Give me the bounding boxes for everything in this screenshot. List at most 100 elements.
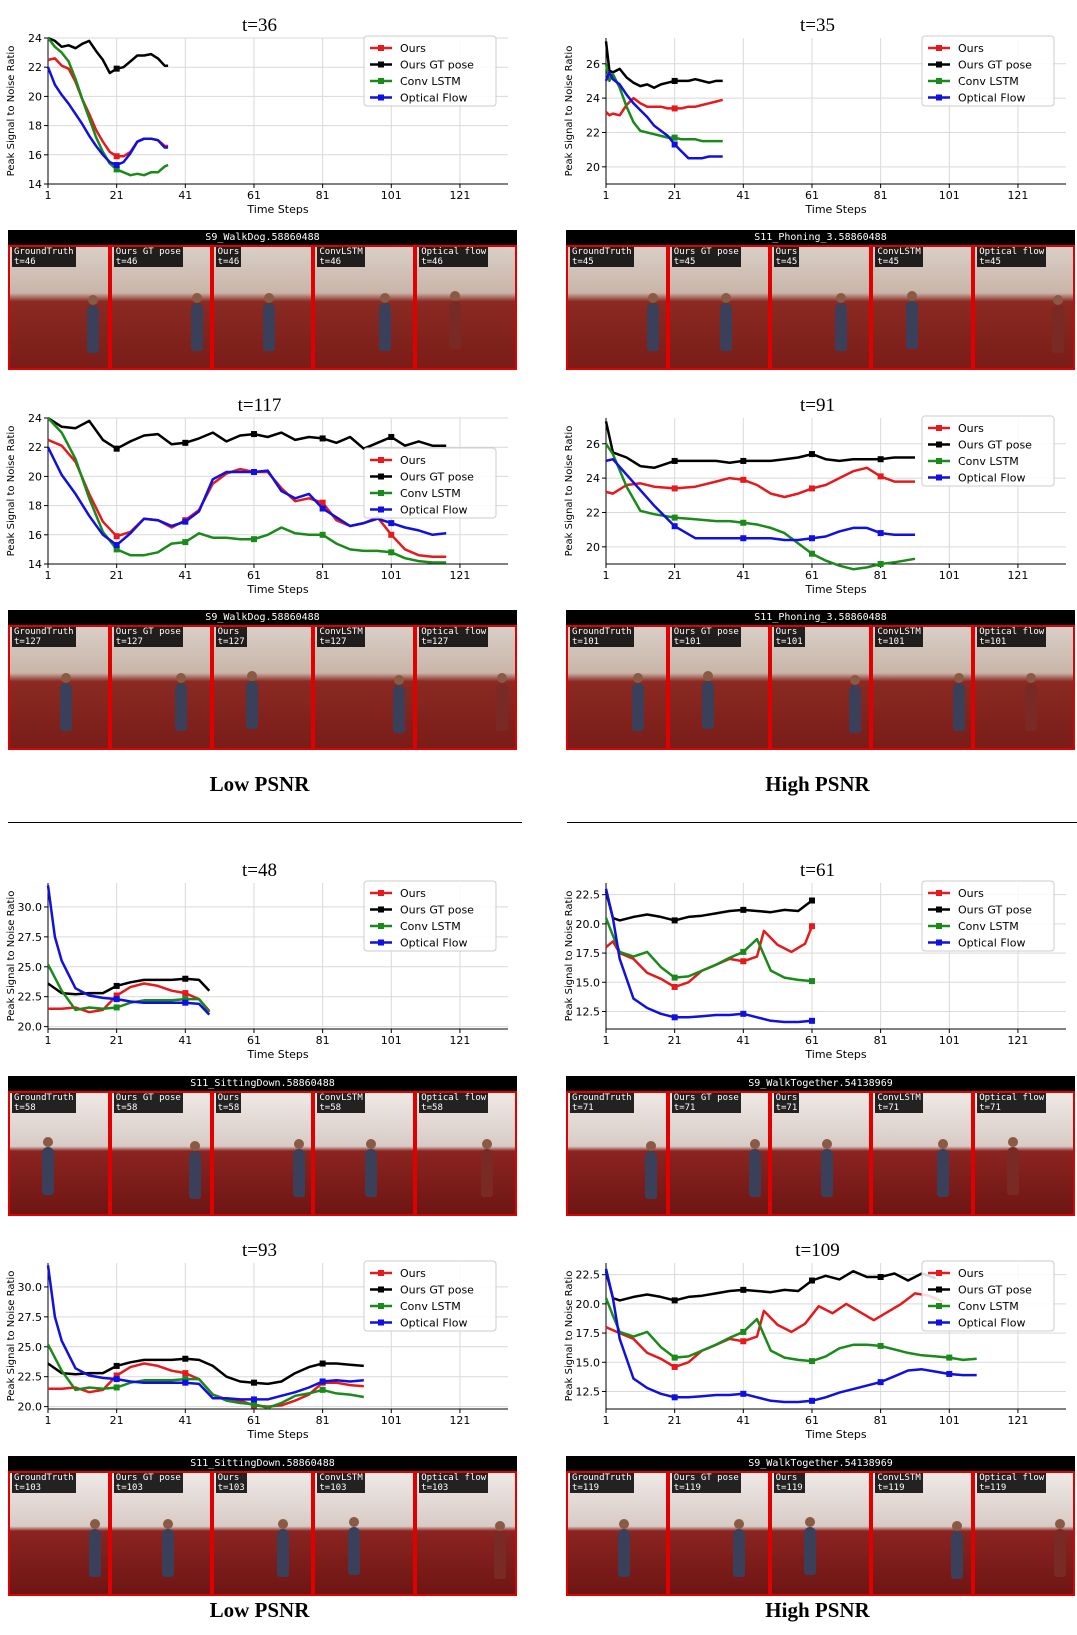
frame-label: Ours GT pose t=101	[671, 627, 741, 647]
series-marker	[113, 166, 120, 173]
series-marker	[113, 162, 120, 169]
frame-label: Ours t=103	[215, 1473, 247, 1493]
y-tick-label: 22	[586, 126, 600, 139]
series-marker	[113, 1372, 120, 1379]
frame-label: Ours GT pose t=46	[113, 247, 183, 267]
legend-marker	[378, 506, 384, 513]
x-axis-label: Time Steps	[804, 1428, 866, 1441]
video-frame: Optical flow t=127	[415, 625, 517, 750]
video-frame: Ours GT pose t=58	[109, 1091, 212, 1216]
y-axis-label: Peak Signal to Noise Ratio	[564, 426, 575, 557]
video-frame: Optical flow t=45	[973, 245, 1075, 370]
legend-label: Conv LSTM	[958, 920, 1019, 933]
x-tick-label: 1	[603, 1034, 610, 1047]
series-marker	[740, 948, 747, 955]
legend-label: Conv LSTM	[958, 455, 1019, 468]
legend	[921, 35, 1055, 107]
series-line	[47, 1357, 364, 1386]
frame-label: GroundTruth t=101	[570, 627, 634, 647]
strip-title: S11_SittingDown.58860488	[190, 1458, 335, 1469]
series-marker	[113, 546, 120, 553]
frame-strip: S11_Phoning_3.58860488 GroundTruth t=101 O…	[566, 610, 1075, 750]
series-marker	[388, 531, 395, 538]
frame-label: Ours GT pose t=58	[113, 1093, 183, 1113]
frame-label: Optical flow t=58	[419, 1093, 489, 1113]
y-tick-label: 25.0	[18, 961, 43, 974]
legend-label: Ours	[400, 887, 426, 900]
frame-label: GroundTruth t=71	[570, 1093, 634, 1113]
x-tick-label: 21	[668, 1414, 682, 1427]
series-marker	[671, 77, 678, 84]
series-marker	[182, 1355, 189, 1362]
legend-label: Ours GT pose	[958, 904, 1032, 917]
legend-label: Conv LSTM	[400, 1300, 461, 1313]
legend-label: Ours GT pose	[400, 59, 474, 72]
person-figure	[647, 302, 660, 351]
chart-title: t=35	[800, 15, 835, 36]
series-line	[604, 71, 723, 160]
frame-label: Ours t=119	[773, 1473, 805, 1493]
series-marker	[740, 1286, 747, 1293]
person-figure	[631, 682, 644, 731]
series-line	[47, 57, 169, 158]
series-line	[604, 1269, 937, 1302]
legend-marker	[936, 474, 942, 481]
series-line	[604, 1268, 977, 1404]
video-frame: Ours t=119	[769, 1471, 872, 1596]
legend-label: Conv LSTM	[400, 75, 461, 88]
x-tick-label: 81	[316, 1034, 330, 1047]
y-tick-label: 24	[586, 92, 600, 105]
person-figure	[936, 1148, 949, 1197]
series-marker	[671, 983, 678, 990]
series-line	[47, 416, 447, 450]
series-marker	[250, 1379, 257, 1386]
series-marker	[250, 536, 257, 543]
frame-label: GroundTruth t=46	[12, 247, 76, 267]
y-tick-label: 20.0	[18, 1401, 43, 1414]
x-tick-label: 101	[381, 569, 402, 582]
frame-strip: S11_Phoning_3.58860488 GroundTruth t=45 Ou…	[566, 230, 1075, 370]
video-frame: Ours t=46	[211, 245, 314, 370]
person-head	[648, 292, 659, 303]
legend	[363, 880, 497, 952]
frame-label: Optical flow t=46	[419, 247, 489, 267]
frame-strip: S9_WalkTogether.54138969 GroundTruth t=11…	[566, 1456, 1075, 1596]
series-marker	[877, 456, 884, 463]
series-line	[604, 63, 723, 143]
person-head	[849, 675, 860, 686]
series-line	[604, 443, 916, 571]
y-tick-label: 22	[28, 441, 42, 454]
strip-title: S11_Phoning_3.58860488	[754, 612, 887, 623]
person-head	[348, 1516, 359, 1527]
x-tick-label: 101	[939, 569, 960, 582]
legend-label: Conv LSTM	[400, 920, 461, 933]
person-figure	[494, 1531, 507, 1580]
legend-label: Ours	[958, 422, 984, 435]
video-frame: Optical flow t=71	[973, 1091, 1075, 1216]
frame-label: Ours GT pose t=71	[671, 1093, 741, 1113]
series-marker	[808, 1017, 815, 1024]
legend-label: Optical Flow	[400, 1317, 467, 1330]
legend-marker	[936, 61, 942, 68]
person-head	[190, 1141, 201, 1152]
person-figure	[748, 1148, 761, 1197]
video-frame: ConvLSTM t=71	[871, 1091, 974, 1216]
legend-marker	[936, 1286, 942, 1293]
legend-label: Ours	[958, 1267, 984, 1280]
person-figure	[1007, 1146, 1020, 1195]
x-tick-label: 121	[1007, 1414, 1028, 1427]
person-figure	[89, 1528, 102, 1577]
y-tick-label: 12.5	[576, 1385, 601, 1398]
low-psnr-label: Low PSNR	[209, 772, 310, 796]
series-marker	[113, 65, 120, 72]
series-marker	[319, 1360, 326, 1367]
series-marker	[671, 457, 678, 464]
y-tick-label: 24	[586, 472, 600, 485]
video-frame: GroundTruth t=71	[566, 1091, 668, 1216]
frame-label: GroundTruth t=119	[570, 1473, 634, 1493]
video-frame: Ours GT pose t=45	[667, 245, 770, 370]
legend-label: Conv LSTM	[400, 487, 461, 500]
series-marker	[319, 499, 326, 506]
legend-marker	[936, 458, 942, 464]
person-head	[393, 675, 404, 686]
